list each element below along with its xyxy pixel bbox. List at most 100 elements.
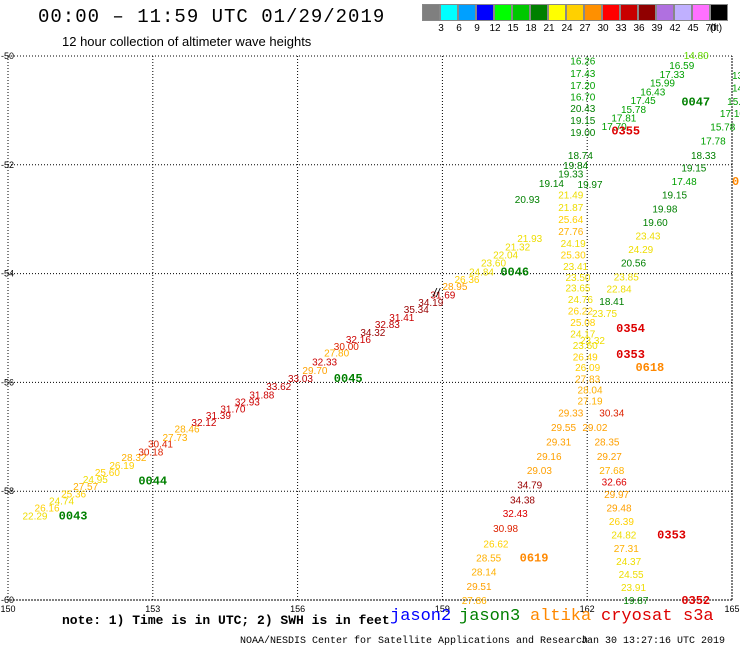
wave-height-value: 31.39 xyxy=(206,411,231,422)
wave-height-value: 32.66 xyxy=(602,477,627,488)
wave-height-value: 32.12 xyxy=(191,418,216,429)
lat-tick-label: -50 xyxy=(1,51,14,61)
wave-height-value: 14 xyxy=(732,84,740,95)
wave-height-value: 26.36 xyxy=(454,275,479,286)
wave-height-value: 19.60 xyxy=(643,218,668,229)
wave-height-value: 25.36 xyxy=(61,489,86,500)
wave-height-value: 19.87 xyxy=(623,596,648,607)
wave-height-value: 17.70 xyxy=(602,122,627,133)
wave-height-value: 25.08 xyxy=(570,318,595,329)
wave-height-value: 26.22 xyxy=(568,307,593,318)
pass-time-label: 0619 xyxy=(520,552,549,566)
wave-height-value: 31.70 xyxy=(220,405,245,416)
wave-height-value: 19.00 xyxy=(570,128,595,139)
wave-height-value: 24.17 xyxy=(570,329,595,340)
wave-height-value: 19.84 xyxy=(563,161,588,172)
wave-height-value: 32.93 xyxy=(235,397,260,408)
legend-altika: altika xyxy=(530,607,592,626)
scale-swatch xyxy=(710,4,728,21)
wave-height-value: 16.26 xyxy=(570,56,595,67)
wave-height-value: 32.83 xyxy=(375,320,400,331)
wave-height-value: 25.30 xyxy=(561,251,586,262)
wave-height-value: 17.43 xyxy=(570,69,595,80)
wave-height-value: 20.93 xyxy=(515,195,540,206)
scale-swatch xyxy=(512,4,530,21)
map-grid xyxy=(7,55,733,601)
wave-height-value: 24.82 xyxy=(611,531,636,542)
wave-height-value: 25.60 xyxy=(95,468,120,479)
wave-height-value: 23.60 xyxy=(573,341,598,352)
lat-tick-label: -52 xyxy=(1,160,14,170)
axis-tick-labels: 150 153 156 159 162 165 -50 -52 -54 -56 -58 -60 xyxy=(0,51,739,614)
wave-height-value: 23.65 xyxy=(565,284,590,295)
scale-label: 9 xyxy=(474,23,480,34)
wave-height-value: 18.41 xyxy=(599,297,624,308)
page-subtitle: 12 hour collection of altimeter wave hei… xyxy=(62,34,312,49)
wave-height-value: 31.41 xyxy=(389,313,414,324)
wave-height-labels: 16.2617.4317.2016.7020.4319.1519.0018.74… xyxy=(22,51,740,608)
wave-height-value: 17.33 xyxy=(660,70,685,81)
scale-swatch xyxy=(620,4,638,21)
scale-label: 42 xyxy=(669,23,681,34)
lon-tick-label: 150 xyxy=(0,604,15,614)
wave-height-value: 14.80 xyxy=(684,51,709,62)
wave-height-value: 19.14 xyxy=(539,179,564,190)
lon-tick-label: 153 xyxy=(145,604,160,614)
scale-swatch xyxy=(566,4,584,21)
wave-height-value: 18.33 xyxy=(691,151,716,162)
wave-height-value: 32.33 xyxy=(312,358,337,369)
wave-height-value: 28.14 xyxy=(471,568,496,579)
wave-height-value: 30.18 xyxy=(138,447,163,458)
wave-height-value: 20.56 xyxy=(621,259,646,270)
wave-height-value: 30.41 xyxy=(148,439,173,450)
pass-time-label: 0047 xyxy=(681,96,710,110)
wave-height-value: 24.95 xyxy=(83,475,108,486)
wave-height-value: 31.69 xyxy=(430,290,455,301)
wave-height-value: 19.97 xyxy=(578,180,603,191)
wave-height-value: 28.55 xyxy=(476,554,501,565)
wave-height-value: 33.62 xyxy=(266,382,291,393)
pass-time-label: 0353 xyxy=(616,348,645,362)
scale-swatch xyxy=(458,4,476,21)
pass-time-label: 0043 xyxy=(59,510,88,524)
wave-height-value: 23.50 xyxy=(565,273,590,284)
wave-height-value: 19.15 xyxy=(662,191,687,202)
wave-height-value: 23.41 xyxy=(563,262,588,273)
pass-time-label: 0045 xyxy=(334,372,363,386)
scale-label: 15 xyxy=(507,23,519,34)
wave-height-value: 21.32 xyxy=(505,242,530,253)
wave-height-value: 19.33 xyxy=(558,170,583,181)
wave-height-value: 27.80 xyxy=(324,348,349,359)
wave-height-value: 26.19 xyxy=(109,461,134,472)
wave-height-value: 35.34 xyxy=(404,305,429,316)
scale-label: 18 xyxy=(525,23,537,34)
scale-label: 27 xyxy=(579,23,591,34)
wave-height-value: 29.55 xyxy=(551,423,576,434)
scale-swatch xyxy=(656,4,674,21)
wave-height-value: 24.74 xyxy=(49,496,74,507)
wave-height-value: 29.02 xyxy=(582,423,607,434)
wave-height-value: 29.33 xyxy=(558,408,583,419)
scale-label: 36 xyxy=(633,23,645,34)
wave-height-value: 29.16 xyxy=(537,452,562,463)
wave-height-value: 21.87 xyxy=(558,203,583,214)
wave-height-value: 25.64 xyxy=(558,215,583,226)
wave-height-value: 30.34 xyxy=(599,408,624,419)
lon-tick-label: 156 xyxy=(290,604,305,614)
wave-height-value: 19.15 xyxy=(570,116,595,127)
scale-swatch xyxy=(476,4,494,21)
wave-height-value: 28.04 xyxy=(578,385,603,396)
scale-swatch xyxy=(494,4,512,21)
wave-height-value: 24.84 xyxy=(469,267,494,278)
wave-height-value: 27.83 xyxy=(575,375,600,386)
wave-height-value: 15.78 xyxy=(710,123,735,134)
wave-height-value: 33.03 xyxy=(288,374,313,385)
pass-time-label: 0352 xyxy=(681,594,710,608)
scale-label: 12 xyxy=(489,23,501,34)
wave-height-value: 28.32 xyxy=(121,453,146,464)
wave-height-value: 21.49 xyxy=(558,191,583,202)
pass-time-label: 06 xyxy=(732,175,740,189)
wave-height-value: 15.7 xyxy=(727,97,740,108)
legend-s3a: s3a xyxy=(683,607,714,626)
scale-label: 39 xyxy=(651,23,663,34)
